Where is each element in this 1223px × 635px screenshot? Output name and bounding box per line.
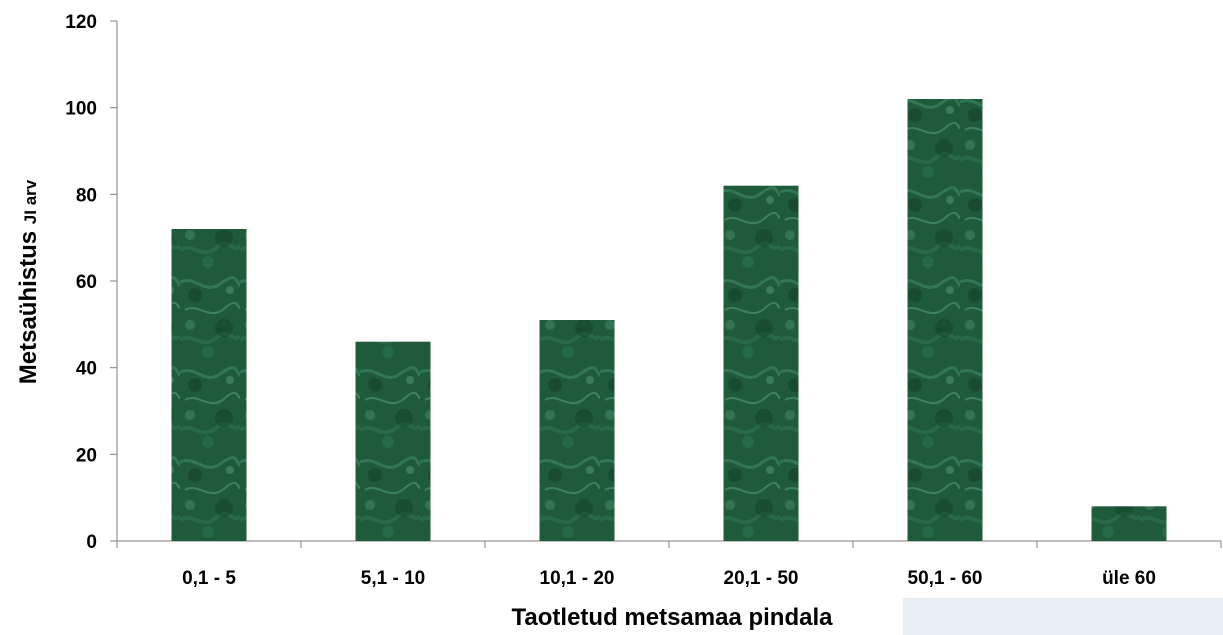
y-tick-label: 60 — [76, 272, 97, 293]
x-tick-label: 10,1 - 20 — [540, 568, 615, 589]
bar-4 — [723, 185, 799, 541]
y-tick-label: 20 — [76, 445, 97, 466]
bar-1 — [171, 229, 247, 541]
y-tick-label: 80 — [76, 185, 97, 206]
bar-5 — [907, 99, 983, 541]
y-tick-label: 40 — [76, 359, 97, 380]
y-ticks-group: 0 20 40 60 80 100 120 — [65, 12, 117, 553]
bar-2 — [355, 341, 431, 541]
y-axis-title-main: Metsaühistus — [15, 224, 42, 384]
x-tick-label: 50,1 - 60 — [908, 568, 983, 589]
y-axis-title: Metsaühistus JI arv — [15, 179, 42, 384]
y-tick-label: 0 — [86, 532, 97, 553]
y-axis-title-sub: JI arv — [21, 179, 40, 224]
x-axis-title: Taotletud metsamaa pindala — [512, 604, 834, 631]
x-ticks-group: 0,1 - 5 5,1 - 10 10,1 - 20 20,1 - 50 50,1 - … — [116, 541, 1222, 589]
x-tick-label: üle 60 — [1102, 568, 1156, 589]
bar-3 — [539, 320, 615, 541]
x-tick-label: 5,1 - 10 — [361, 568, 425, 589]
y-tick-label: 120 — [65, 12, 97, 33]
x-tick-label: 20,1 - 50 — [724, 568, 799, 589]
y-tick-label: 100 — [65, 99, 97, 120]
x-tick-label: 0,1 - 5 — [182, 568, 236, 589]
corner-panel — [903, 598, 1223, 635]
bar-6 — [1091, 506, 1167, 541]
bars-group — [171, 99, 1167, 541]
